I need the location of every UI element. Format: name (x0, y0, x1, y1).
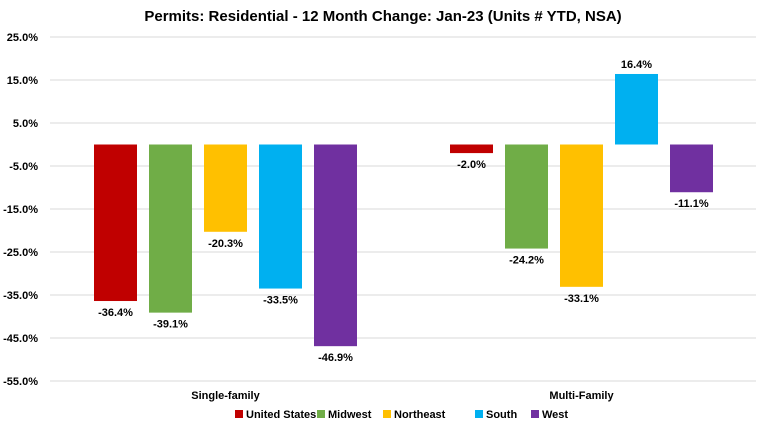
category-labels: Single-family Multi-Family (191, 390, 614, 402)
data-label: -33.1% (564, 293, 599, 305)
data-label: -33.5% (263, 295, 298, 307)
data-label: -46.9% (318, 352, 353, 364)
y-tick-label: -55.0% (3, 376, 38, 388)
data-label: 16.4% (621, 59, 652, 71)
category-label: Multi-Family (549, 390, 614, 402)
bar-south-multi-family (615, 73, 658, 145)
legend-swatch (317, 410, 325, 418)
data-label: -2.0% (457, 159, 486, 171)
data-labels: -36.4% -39.1% -20.3% -33.5% -46.9% -2.0% -24.2… (98, 59, 709, 364)
y-tick-label: -35.0% (3, 290, 38, 302)
legend-swatch (531, 410, 539, 418)
legend-swatch (475, 410, 483, 418)
legend-swatch (235, 410, 243, 418)
legend-entry: South (486, 409, 517, 421)
y-tick-label: -15.0% (3, 204, 38, 216)
y-tick-label: 5.0% (13, 118, 38, 130)
bar-united-states-multi-family (450, 144, 493, 154)
data-label: -36.4% (98, 307, 133, 319)
bar-midwest-multi-family (505, 144, 548, 249)
legend-entry: Midwest (328, 409, 372, 421)
y-tick-label: 15.0% (7, 75, 38, 87)
bar-midwest-single-family (149, 144, 192, 313)
bar-west-single-family (314, 144, 357, 347)
chart-title: Permits: Residential - 12 Month Change: … (144, 8, 621, 25)
category-label: Single-family (191, 390, 260, 402)
data-label: -39.1% (153, 319, 188, 331)
bar-northeast-multi-family (560, 144, 603, 287)
legend-entry: West (542, 409, 568, 421)
bar-west-multi-family (670, 144, 713, 193)
y-tick-label: -5.0% (9, 161, 38, 173)
y-tick-label: -25.0% (3, 247, 38, 259)
legend: United States Midwest Northeast South West (235, 409, 568, 421)
legend-swatch (383, 410, 391, 418)
legend-entry: Northeast (394, 409, 446, 421)
data-label: -24.2% (509, 255, 544, 267)
y-tick-label: 25.0% (7, 32, 38, 44)
bar-northeast-single-family (204, 144, 247, 232)
legend-entry: United States (246, 409, 316, 421)
y-tick-label: -45.0% (3, 333, 38, 345)
bar-united-states-single-family (94, 144, 137, 302)
data-label: -11.1% (674, 198, 708, 210)
y-axis-ticks: 25.0% 15.0% 5.0% -5.0% -15.0% -25.0% -35.0% -45… (3, 32, 38, 388)
bar-south-single-family (259, 144, 302, 289)
data-label: -20.3% (208, 238, 243, 250)
bars (94, 73, 713, 347)
